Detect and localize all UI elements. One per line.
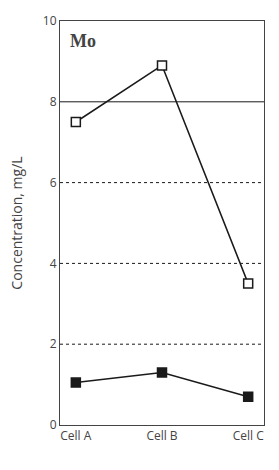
svg-text:Cell B: Cell B [146,427,177,444]
svg-text:8: 8 [50,93,57,110]
svg-text:0: 0 [50,416,57,433]
svg-text:6: 6 [50,174,57,191]
svg-text:2: 2 [50,335,57,352]
svg-text:Mo: Mo [70,31,96,51]
svg-text:10: 10 [43,12,57,29]
svg-text:Concentration, mg/L: Concentration, mg/L [7,156,26,289]
svg-text:Cell C: Cell C [233,427,264,444]
svg-text:4: 4 [50,255,57,272]
svg-text:Cell A: Cell A [60,427,91,444]
